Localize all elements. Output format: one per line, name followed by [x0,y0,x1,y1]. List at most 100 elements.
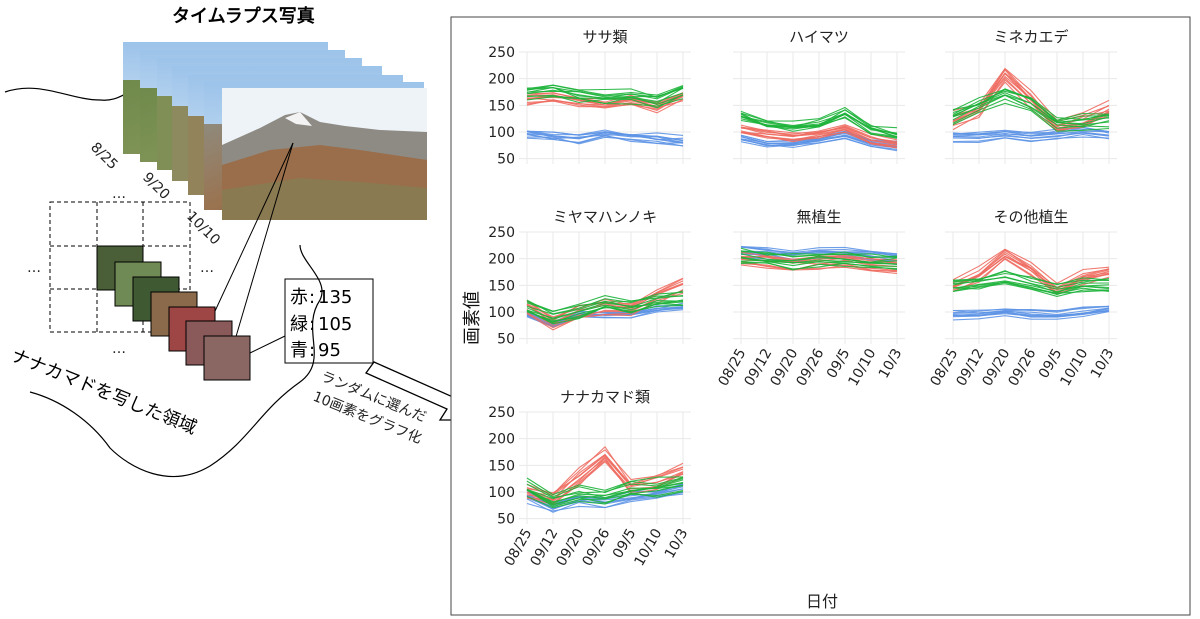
y-tick-label: 100 [488,305,515,321]
region-outline-top [4,87,141,101]
date-label-2: 9/20 [139,170,173,204]
series-line-blue [952,136,1110,143]
series-line-red [526,96,684,110]
series-line-blue [740,137,898,152]
series-line-blue [952,310,1110,318]
series-line-green [526,301,684,322]
y-tick-label: 50 [497,512,515,528]
series-line-green [526,489,684,505]
y-axis-title: 画素値 [462,291,483,345]
series-line-green [740,112,898,134]
rgb-blue-label: 青 [290,340,308,361]
rgb-blue-value: 95 [318,340,341,361]
series-line-red [740,126,898,143]
series-line-red [740,131,898,149]
rgb-readout-box: 赤 : 135 緑 : 105 青 : 95 [249,278,374,364]
y-tick-label: 100 [488,485,515,501]
region-outline [29,244,323,477]
panel-title: ミヤマハンノキ [553,208,657,226]
y-tick-label: 50 [497,152,515,168]
series-line-green [740,109,898,135]
pixel-samples [96,245,251,381]
rgb-green-value: 105 [318,314,352,335]
rgb-red-label: 赤 [290,287,308,308]
series-line-green [740,257,898,264]
series-line-green [952,102,1110,132]
series-line-blue [526,491,684,512]
series-line-blue [952,132,1110,139]
zoom-line-2 [234,142,294,341]
x-axis-title: 日付 [806,592,838,611]
series-line-green [526,84,684,98]
series-line-green [952,94,1110,128]
series-line-red [952,249,1110,290]
y-tick-label: 150 [488,458,515,474]
panel-title: ハイマツ [789,28,849,46]
y-tick-label: 150 [488,98,515,114]
y-tick-label: 200 [488,432,515,448]
rgb-colon-3: : [309,340,315,361]
series-line-green [952,88,1110,123]
series-line-green [526,476,684,496]
region-label: ナナカマドを写した領域 [8,345,199,439]
photo-latest [222,88,427,220]
series-line-green [526,295,684,315]
series-line-green [526,94,684,105]
series-line-green [740,262,898,271]
ellipsis-stack: … [112,186,126,202]
series-line-red [952,248,1110,284]
panel-title: その他植生 [993,208,1068,226]
series-line-red [526,277,684,318]
date-label-3: 10/10 [183,209,223,249]
series-line-blue [526,136,684,147]
series-line-green [952,276,1110,290]
series-line-blue [526,488,684,510]
series-line-red [740,255,898,263]
y-tick-label: 100 [488,125,515,141]
series-line-green [526,490,684,509]
series-line-green [952,281,1110,294]
series-line-green [526,299,684,319]
y-tick-label: 250 [488,225,515,241]
series-line-blue [526,132,684,143]
series-line-red [526,456,684,500]
series-line-green [952,270,1110,285]
series-line-red [740,129,898,147]
series-line-green [526,477,684,498]
rgb-green-label: 緑 [290,314,308,335]
series-line-blue [952,311,1110,321]
series-line-green [952,98,1110,129]
y-tick-label: 200 [488,252,515,268]
series-line-green [952,281,1110,295]
series-line-green [952,90,1110,120]
series-line-green [952,272,1110,286]
panel-title: ミネカエデ [993,28,1068,46]
date-label-1: 8/25 [87,140,121,174]
series-line-green [740,247,898,259]
zoom-line-1 [202,142,294,338]
series-line-green [952,94,1110,126]
series-line-red [526,290,684,327]
timelapse-title: タイムラプス写真 [172,5,315,27]
series-line-green [526,300,684,320]
series-line-blue [952,305,1110,314]
ellipsis-bottom: … [112,341,126,357]
y-tick-label: 250 [488,405,515,421]
y-tick-label: 50 [497,332,515,348]
ellipsis-right: … [200,260,214,276]
photo-stack [123,42,427,341]
series-line-red [740,260,898,275]
series-line-green [526,478,684,499]
ellipsis-left: … [27,260,41,276]
panel-title: ナナカマド類 [560,388,650,406]
series-line-green [526,86,684,102]
rgb-colon-1: : [309,287,315,308]
series-line-blue [740,246,898,255]
rgb-red-value: 135 [318,287,352,308]
series-line-red [526,98,684,114]
series-line-blue [740,135,898,149]
panel-title: ササ類 [582,28,627,46]
series-line-red [952,257,1110,295]
series-line-green [740,250,898,259]
